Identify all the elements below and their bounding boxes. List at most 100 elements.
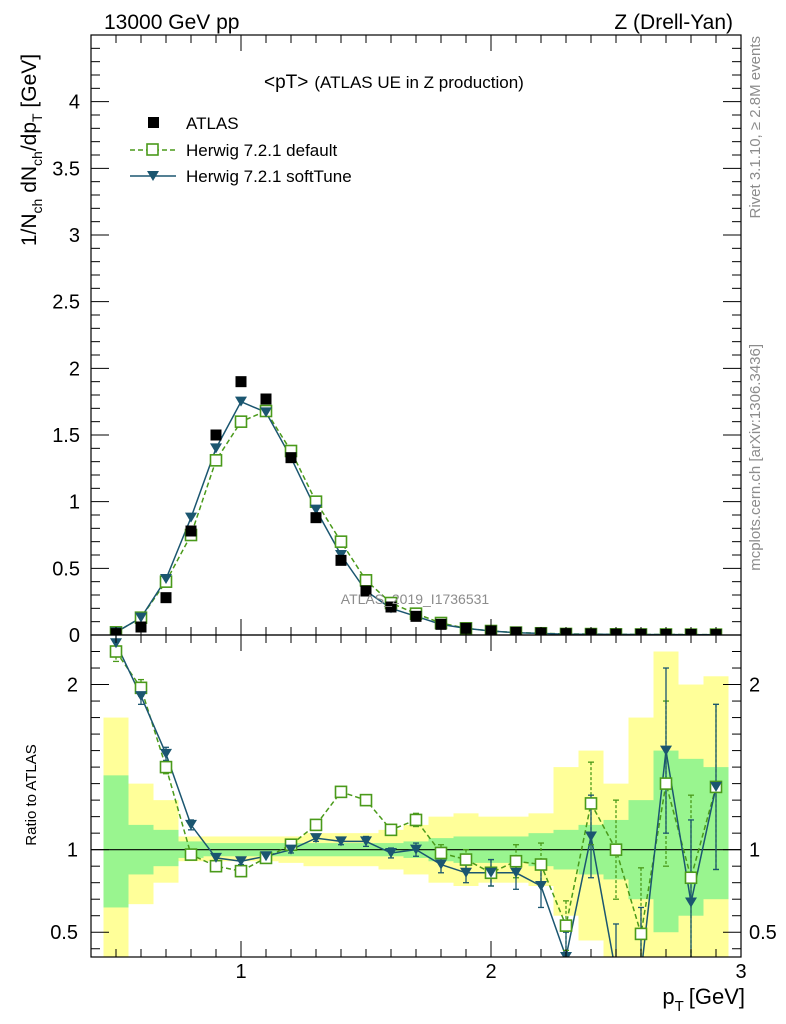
x-axis-label-unit: [GeV] bbox=[689, 984, 745, 1009]
band-inner bbox=[103, 775, 129, 908]
legend-default-marker bbox=[146, 143, 159, 156]
ratio-default-point bbox=[584, 797, 598, 810]
plot-title: <pT> (ATLAS UE in Z production) bbox=[264, 72, 524, 93]
ratio-series-layer bbox=[109, 635, 723, 979]
ratio-soft-point bbox=[310, 833, 322, 844]
ratio-default-point bbox=[459, 853, 473, 866]
ratio-soft-point bbox=[135, 691, 147, 702]
ratio-soft-point bbox=[585, 831, 597, 842]
main-axes: 0 0.5 1 1.5 2 2.5 3 3.5 4 bbox=[52, 34, 742, 647]
main-ylabel: 1/Nch dNch/dpT [GeV] bbox=[18, 54, 45, 246]
ratio-soft-point bbox=[410, 844, 422, 855]
x-tick-label: 1 bbox=[235, 961, 246, 983]
ratio-soft-point bbox=[660, 745, 672, 756]
default-point bbox=[359, 574, 373, 587]
ratio-soft-point bbox=[485, 867, 497, 878]
atlas-point bbox=[410, 610, 422, 622]
ratio-default-point bbox=[659, 777, 673, 790]
ratio-default-point bbox=[384, 823, 398, 837]
ratio-y-tick-label: 2 bbox=[67, 675, 78, 697]
ratio-axes: 1 2 30.5 0.51 12 2 bbox=[50, 635, 777, 983]
ratio-default-point bbox=[309, 818, 323, 832]
ratio-soft-point bbox=[435, 859, 447, 870]
main-y-tick-label: 3.5 bbox=[52, 158, 80, 180]
ratio-default-point bbox=[434, 846, 448, 860]
soft-point bbox=[260, 407, 272, 418]
soft-point bbox=[210, 443, 222, 454]
ratio-soft-point bbox=[385, 847, 397, 858]
ratio-soft-point bbox=[185, 819, 197, 830]
ratio-soft-point bbox=[335, 836, 347, 847]
ratio-default-point bbox=[234, 864, 248, 878]
header-left: 13000 GeV pp bbox=[104, 11, 239, 34]
band-inner bbox=[153, 829, 179, 867]
legend-soft-label: Herwig 7.2.1 softTune bbox=[186, 167, 352, 186]
legend: ATLAS Herwig 7.2.1 default Herwig 7.2.1 … bbox=[130, 114, 352, 186]
ratio-y-tick-label: 0.5 bbox=[50, 922, 78, 944]
ratio-y-tick-label-right: 2 bbox=[749, 675, 760, 697]
ratio-soft-point bbox=[160, 748, 172, 759]
ratio-soft-point bbox=[360, 836, 372, 847]
ratio-soft-point bbox=[460, 867, 472, 878]
atlas-point bbox=[385, 601, 397, 613]
plot-title-main: <pT> bbox=[264, 72, 308, 93]
ratio-soft-point bbox=[610, 969, 622, 979]
atlas-point bbox=[160, 592, 172, 604]
soft-point bbox=[135, 612, 147, 623]
default-point bbox=[334, 535, 348, 548]
ratio-soft-point bbox=[535, 880, 547, 891]
ratio-ylabel: Ratio to ATLAS bbox=[23, 744, 40, 845]
atlas-point bbox=[435, 618, 447, 630]
ratio-default-point bbox=[359, 793, 373, 807]
mcplots-label: mcplots.cern.ch [arXiv:1306.3436] bbox=[747, 344, 764, 571]
soft-point bbox=[310, 504, 322, 515]
main-y-tick-label: 3 bbox=[69, 225, 80, 247]
x-tick-label: 3 bbox=[735, 961, 746, 983]
x-axis-label: pT [GeV] bbox=[662, 984, 745, 1015]
x-tick-label: 2 bbox=[485, 961, 496, 983]
main-y-tick-label: 0.5 bbox=[52, 558, 80, 580]
soft-point bbox=[235, 396, 247, 407]
ratio-soft-point bbox=[685, 897, 697, 908]
main-y-tick-label: 1.5 bbox=[52, 425, 80, 447]
x-axis-label-sub: T bbox=[675, 998, 684, 1015]
ratio-soft-point bbox=[285, 844, 297, 855]
ratio-soft-point bbox=[510, 867, 522, 878]
ratio-default-point bbox=[159, 760, 173, 774]
atlas-point bbox=[260, 393, 272, 405]
atlas-point bbox=[235, 376, 247, 388]
default-point bbox=[234, 415, 248, 428]
ratio-soft-point bbox=[710, 781, 722, 792]
ratio-default-point bbox=[559, 919, 573, 932]
ratio-default-point bbox=[534, 858, 548, 871]
atlas-point bbox=[210, 429, 222, 441]
soft-point bbox=[185, 512, 197, 523]
atlas-point bbox=[285, 452, 297, 464]
ratio-default-point bbox=[609, 843, 623, 856]
default-point bbox=[209, 454, 223, 467]
rivet-label: Rivet 3.1.10, ≥ 2.8M events bbox=[747, 36, 764, 219]
soft-point bbox=[160, 574, 172, 584]
main-y-tick-label: 0 bbox=[69, 625, 80, 647]
atlas-point bbox=[185, 525, 197, 537]
ratio-default-point bbox=[334, 785, 348, 799]
ratio-soft-point bbox=[110, 638, 122, 649]
watermark: ATLAS_2019_I1736531 bbox=[341, 591, 490, 607]
main-y-tick-label: 1 bbox=[69, 492, 80, 514]
atlas-point bbox=[310, 512, 322, 524]
legend-atlas-label: ATLAS bbox=[186, 114, 239, 133]
ratio-y-tick-label-right: 0.5 bbox=[749, 922, 777, 944]
atlas-point bbox=[335, 554, 347, 566]
main-y-tick-label: 2.5 bbox=[52, 292, 80, 314]
legend-atlas-marker bbox=[148, 117, 159, 128]
legend-default-label: Herwig 7.2.1 default bbox=[186, 141, 337, 160]
legend-soft-marker bbox=[147, 171, 159, 181]
x-axis-label-p: p bbox=[662, 984, 674, 1009]
plot-title-sub: (ATLAS UE in Z production) bbox=[314, 73, 523, 92]
ratio-soft-point bbox=[210, 852, 222, 863]
ratio-y-tick-label-right: 1 bbox=[749, 840, 760, 862]
ratio-default-point bbox=[634, 927, 648, 941]
ratio-default-point bbox=[409, 813, 423, 827]
header-right: Z (Drell-Yan) bbox=[614, 11, 733, 34]
